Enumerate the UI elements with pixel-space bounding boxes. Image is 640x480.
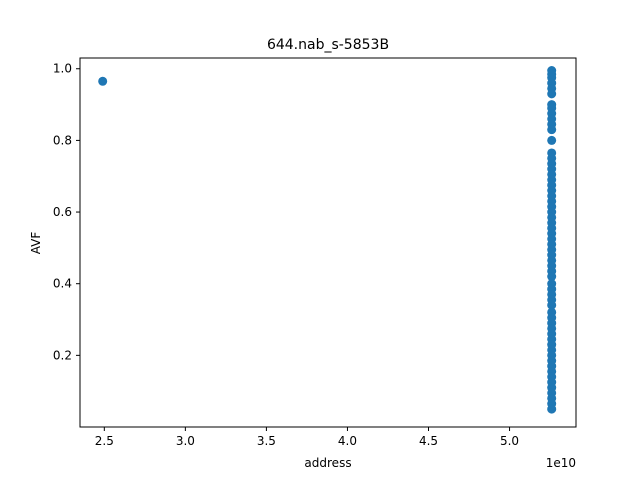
x-axis-offset-label: 1e10 — [546, 456, 576, 470]
x-tick-label: 2.5 — [95, 434, 114, 448]
y-tick-label: 0.2 — [53, 348, 72, 362]
y-axis-label: AVF — [29, 232, 43, 255]
x-tick-label: 4.0 — [338, 434, 357, 448]
data-point — [547, 404, 557, 414]
axis-ticks: 2.5 3.0 3.5 4.0 4.5 5.0 0.2 0.4 0.6 0.8 1.0 — [53, 62, 519, 448]
x-tick-label: 3.5 — [257, 434, 276, 448]
y-tick-label: 1.0 — [53, 62, 72, 76]
data-point — [547, 135, 557, 145]
data-point — [547, 89, 557, 99]
x-tick-label: 4.5 — [419, 434, 438, 448]
data-point — [547, 125, 557, 135]
data-point — [547, 272, 557, 282]
data-points — [98, 66, 557, 414]
y-tick-label: 0.6 — [53, 205, 72, 219]
y-tick-label: 0.4 — [53, 277, 72, 291]
plot-frame — [79, 57, 577, 428]
x-tick-label: 3.0 — [176, 434, 195, 448]
chart-title: 644.nab_s-5853B — [267, 37, 389, 53]
y-tick-label: 0.8 — [53, 133, 72, 147]
x-axis-label: address — [304, 456, 351, 470]
data-point — [547, 300, 557, 310]
data-point — [98, 76, 108, 86]
x-tick-label: 5.0 — [500, 434, 519, 448]
